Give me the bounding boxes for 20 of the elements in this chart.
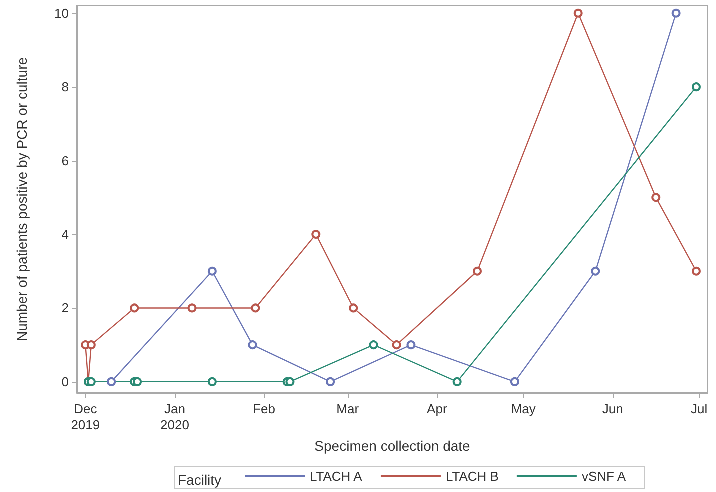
y-tick-label: 8: [62, 80, 69, 95]
x-tick-label: Jan 2020: [160, 402, 190, 432]
x-tick-label: Dec 2019: [71, 402, 100, 432]
x-tick-label: Mar: [336, 402, 360, 416]
legend-label: LTACH A: [310, 469, 363, 484]
y-tick-label: 6: [62, 153, 69, 168]
y-tick-label: 2: [62, 300, 69, 316]
y-axis-title: Number of patients positive by PCR or culture: [14, 57, 30, 342]
y-tick-label: 4: [62, 227, 69, 242]
x-tick-label: Jun: [602, 402, 624, 416]
legend-title: Facility: [178, 472, 222, 488]
y-tick-label: 0: [62, 374, 69, 390]
x-tick-label: Apr: [427, 402, 448, 416]
x-tick-label: May: [511, 402, 536, 416]
y-tick-label: 10: [54, 6, 69, 21]
x-tick-label: Feb: [253, 402, 276, 416]
x-tick-label: Jul: [691, 402, 708, 416]
legend-label: vSNF A: [582, 469, 626, 484]
legend-label: LTACH B: [446, 469, 499, 484]
x-axis-title: Specimen collection date: [314, 438, 471, 454]
